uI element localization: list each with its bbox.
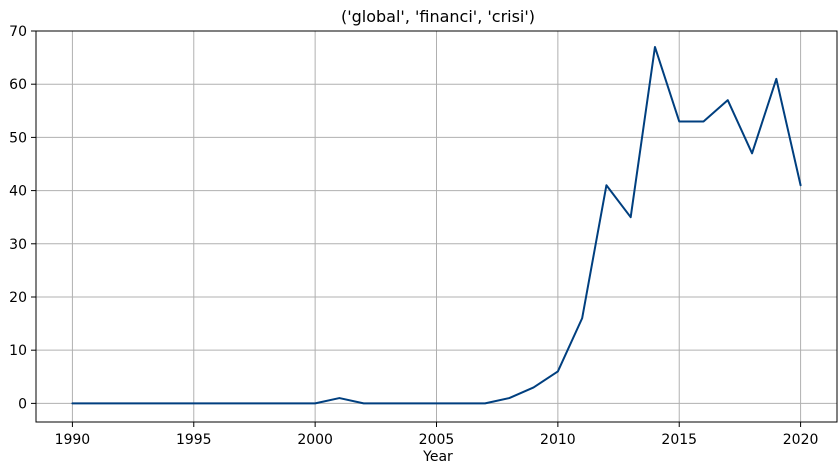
x-tick-label: 2020 [783, 432, 819, 448]
x-tick-label: 2015 [661, 432, 697, 448]
x-axis-label: Year [422, 449, 453, 465]
x-tick-label: 1990 [55, 432, 91, 448]
y-tick-label: 60 [9, 77, 27, 93]
y-tick-label: 10 [9, 343, 27, 359]
y-tick-label: 40 [9, 184, 27, 200]
x-tick-label: 2005 [419, 432, 455, 448]
x-tick-label: 2010 [540, 432, 576, 448]
y-tick-label: 70 [9, 24, 27, 40]
x-tick-label: 2000 [297, 432, 333, 448]
y-tick-label: 50 [9, 130, 27, 146]
y-tick-label: 30 [9, 237, 27, 253]
y-tick-label: 0 [18, 396, 27, 412]
grid [36, 31, 837, 422]
axis-ticks: 1990 1995 2000 2005 2010 2015 2020 0 10 20 30 40 50 6… [9, 24, 818, 448]
chart-title: ('global', 'financi', 'crisi') [341, 7, 535, 26]
x-tick-label: 1995 [176, 432, 212, 448]
y-tick-label: 20 [9, 290, 27, 306]
